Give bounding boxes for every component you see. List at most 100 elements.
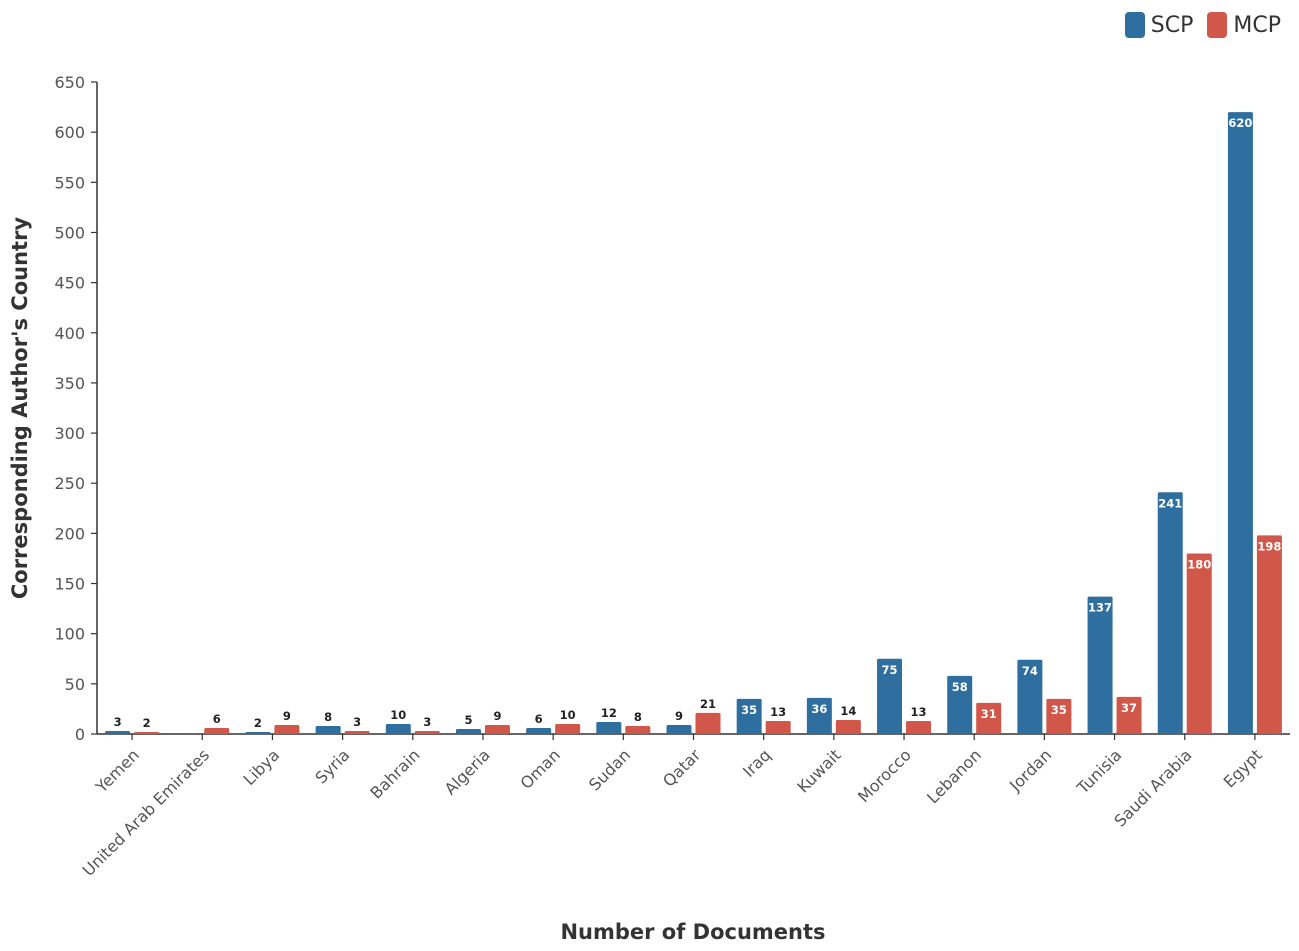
x-tick-label: Algeria xyxy=(441,745,494,798)
bar-scp xyxy=(666,724,692,734)
legend-label-scp: SCP xyxy=(1150,12,1194,38)
x-tick-label: Egypt xyxy=(1220,745,1266,791)
y-tick-label: 0 xyxy=(75,725,85,744)
bar-label-mcp: 2 xyxy=(143,716,151,730)
bar-scp xyxy=(105,730,131,734)
y-tick-label: 400 xyxy=(54,324,85,343)
legend-item-mcp[interactable]: MCP xyxy=(1207,12,1281,38)
bar-label-scp: 74 xyxy=(1022,664,1038,678)
bar-scp xyxy=(877,658,903,734)
legend-swatch-mcp xyxy=(1207,12,1228,38)
bar-label-mcp: 3 xyxy=(423,715,431,729)
x-tick-label: Lebanon xyxy=(923,745,985,807)
bar-mcp xyxy=(1116,696,1142,734)
y-axis-title: Corresponding Author's Country xyxy=(8,216,32,600)
bar-label-mcp: 8 xyxy=(634,710,642,724)
bars xyxy=(105,112,1282,735)
x-tick-label: United Arab Emirates xyxy=(79,745,213,879)
bar-scp xyxy=(526,727,552,734)
bar-label-scp: 12 xyxy=(601,706,617,720)
legend-item-scp[interactable]: SCP xyxy=(1124,12,1194,38)
bar-scp xyxy=(245,731,271,734)
bar-label-scp: 35 xyxy=(741,703,757,717)
bar-label-mcp: 31 xyxy=(981,707,997,721)
bar-scp xyxy=(1017,659,1043,734)
bar-label-scp: 241 xyxy=(1158,496,1182,510)
x-tick-label: Qatar xyxy=(659,745,705,791)
x-tick-label: Kuwait xyxy=(793,745,844,796)
bar-label-mcp: 9 xyxy=(283,709,291,723)
bar-label-scp: 58 xyxy=(952,680,968,694)
bar-mcp xyxy=(484,724,510,734)
x-tick-label: Bahrain xyxy=(366,745,423,802)
bar-label-scp: 6 xyxy=(535,712,543,726)
bar-label-mcp: 9 xyxy=(493,709,501,723)
bar-labels: 3 2 8 10 5 6 12 9 35 36 75 58 74 137 241 620 2 6 9 3 3 9 10 8 21… xyxy=(114,116,1282,730)
bar-label-mcp: 6 xyxy=(213,712,221,726)
bar-label-mcp: 13 xyxy=(911,705,927,719)
y-axis: 0 50 100 150 200 250 300 350 400 450 500 550 600 650 xyxy=(54,73,98,744)
x-axis-title: Number of Documents xyxy=(560,920,826,944)
bar-label-scp: 2 xyxy=(254,716,262,730)
y-tick-label: 300 xyxy=(54,424,85,443)
bar-mcp xyxy=(134,731,160,734)
bar-label-scp: 3 xyxy=(114,715,122,729)
bar-scp xyxy=(1157,492,1183,734)
bar-mcp xyxy=(906,720,932,734)
y-tick-label: 150 xyxy=(54,575,85,594)
bar-label-mcp: 10 xyxy=(560,708,576,722)
y-tick-label: 500 xyxy=(54,223,85,242)
bar-mcp xyxy=(1256,535,1282,734)
bar-label-mcp: 37 xyxy=(1121,701,1137,715)
bar-label-scp: 620 xyxy=(1228,116,1252,130)
bar-mcp xyxy=(835,719,861,734)
x-tick-label: Tunisia xyxy=(1073,745,1126,798)
bar-label-scp: 10 xyxy=(390,708,406,722)
y-tick-label: 100 xyxy=(54,625,85,644)
bar-scp xyxy=(385,723,411,734)
bar-mcp xyxy=(625,725,651,734)
bar-mcp xyxy=(765,720,791,734)
x-tick-label: Jordan xyxy=(1005,745,1055,795)
bar-mcp xyxy=(976,702,1002,734)
legend-label-mcp: MCP xyxy=(1233,12,1281,38)
legend: SCP MCP xyxy=(1119,12,1281,38)
y-tick-label: 600 xyxy=(54,123,85,142)
bar-label-scp: 36 xyxy=(811,702,827,716)
bar-scp xyxy=(1227,112,1253,735)
legend-swatch-scp xyxy=(1124,12,1145,38)
bar-label-mcp: 21 xyxy=(700,697,716,711)
y-tick-label: 550 xyxy=(54,173,85,192)
bar-scp xyxy=(1087,596,1113,734)
x-tick-label: Iraq xyxy=(739,745,775,781)
bar-label-scp: 75 xyxy=(882,663,898,677)
y-tick-label: 350 xyxy=(54,374,85,393)
bar-mcp xyxy=(695,712,721,734)
bar-scp xyxy=(806,697,832,734)
bar-mcp xyxy=(555,723,581,734)
y-tick-label: 200 xyxy=(54,524,85,543)
x-tick-label: Yemen xyxy=(91,745,143,797)
x-tick-label: Libya xyxy=(240,745,284,789)
bar-mcp xyxy=(344,730,370,734)
bar-label-mcp: 180 xyxy=(1187,557,1211,571)
bar-mcp xyxy=(204,727,230,734)
bar-label-scp: 137 xyxy=(1088,601,1112,615)
bar-label-scp: 5 xyxy=(464,713,472,727)
bar-mcp xyxy=(274,724,300,734)
x-tick-label: Oman xyxy=(517,745,564,792)
bar-label-scp: 8 xyxy=(324,710,332,724)
y-tick-label: 650 xyxy=(54,73,85,92)
x-tick-label: Morocco xyxy=(854,745,915,806)
bar-label-scp: 9 xyxy=(675,709,683,723)
bar-mcp xyxy=(1046,698,1072,734)
bar-label-mcp: 14 xyxy=(840,704,856,718)
bar-label-mcp: 13 xyxy=(770,705,786,719)
bar-mcp xyxy=(414,730,440,734)
bar-scp xyxy=(315,725,341,734)
x-tick-label: Sudan xyxy=(585,745,634,794)
bar-scp xyxy=(947,675,973,734)
bar-mcp xyxy=(1186,553,1212,734)
